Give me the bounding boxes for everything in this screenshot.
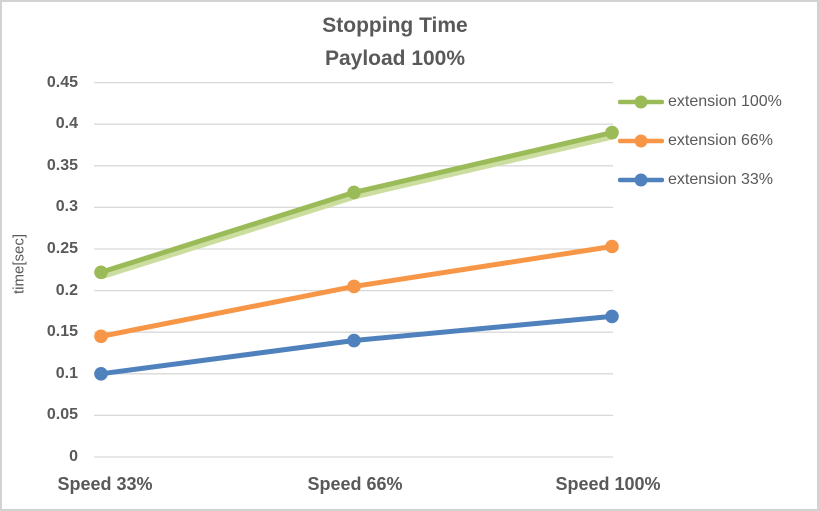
y-tick-label: 0.1 [55, 364, 78, 382]
data-point-extension-100-speed-33 [94, 265, 108, 280]
y-tick-label: 0.2 [55, 281, 78, 299]
y-tick-label: 0.25 [46, 240, 78, 257]
data-point-extension-33-speed-33 [94, 367, 108, 381]
legend-line-marker-icon [618, 134, 664, 148]
legend-line-marker-icon [618, 95, 664, 109]
data-point-extension-66-speed-33 [94, 329, 108, 344]
data-point-extension-100-speed-100 [605, 125, 619, 140]
data-point-extension-66-speed-100 [605, 239, 619, 254]
data-point-extension-33-speed-100 [605, 309, 619, 324]
legend-item-extension-100: extension 100% [618, 91, 782, 113]
legend-item-extension-33: extension 33% [618, 169, 773, 191]
x-axis-label: Speed 33% [57, 474, 153, 494]
data-point-extension-33-speed-66 [347, 333, 361, 348]
y-tick-label: 0.05 [46, 406, 78, 424]
data-point-extension-66-speed-66 [347, 279, 361, 294]
series-shadow-extension-100 [101, 134, 617, 279]
y-tick-label: 0.35 [46, 156, 78, 174]
legend-line-marker-icon [618, 173, 664, 187]
x-axis-label: Speed 100% [555, 474, 661, 494]
x-axis-label: Speed 66% [307, 474, 403, 494]
chart-title-line1: Stopping Time [322, 14, 468, 37]
y-tick-label: 0 [69, 448, 78, 465]
y-tick-label: 0.4 [55, 115, 78, 133]
legend-label: extension 100% [668, 93, 782, 110]
y-tick-label: 0.45 [46, 73, 78, 91]
legend-label: extension 33% [668, 171, 773, 188]
y-tick-label: 0.3 [55, 198, 78, 216]
legend-item-extension-66: extension 66% [618, 130, 773, 152]
legend-label: extension 66% [668, 132, 773, 149]
chart-title: Stopping Time Payload 100% [0, 9, 790, 75]
chart-title-line2: Payload 100% [324, 47, 466, 70]
y-tick-label: 0.15 [46, 323, 78, 341]
data-point-extension-100-speed-66 [347, 185, 361, 200]
